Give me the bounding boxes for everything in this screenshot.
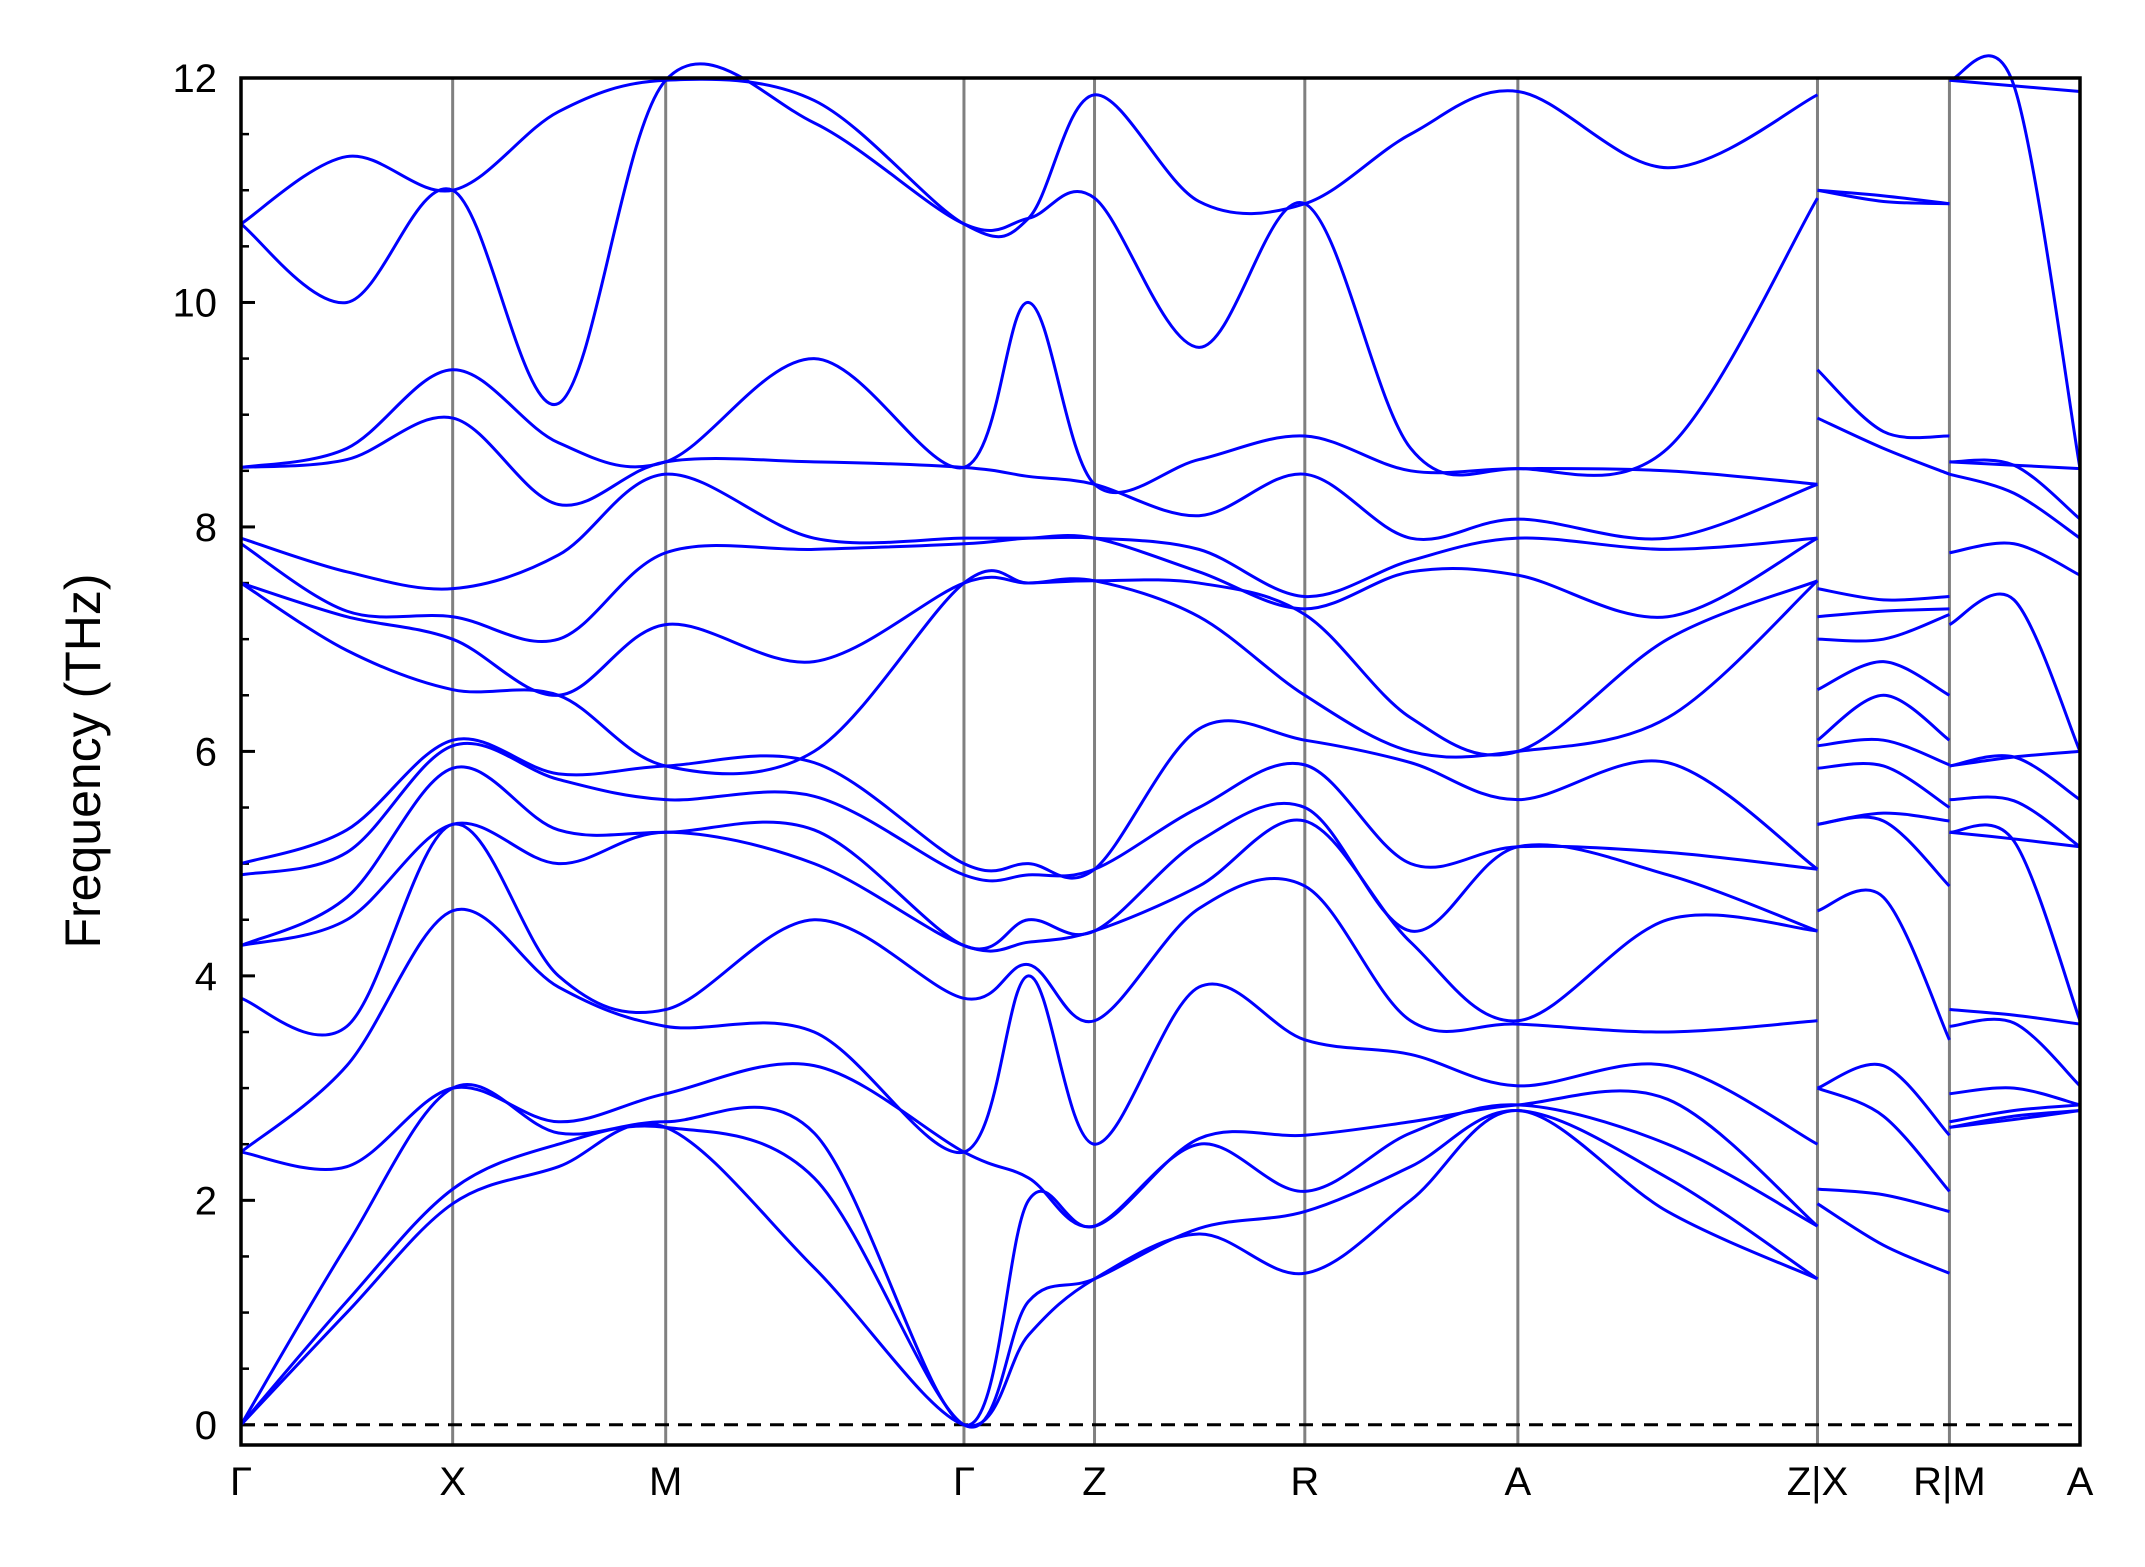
band-line (240, 762, 2081, 951)
x-tick-label: R|M (1913, 1460, 1986, 1504)
y-tick-label: 12 (173, 57, 218, 101)
y-tick-label: 10 (173, 281, 218, 325)
band-line (240, 569, 2081, 776)
band-line (240, 472, 2081, 602)
x-tick-label: Z|X (1787, 1460, 1849, 1504)
band-line (240, 737, 2081, 883)
band-line (240, 77, 2081, 239)
band-line (240, 811, 2082, 1023)
x-tick-label: A (1505, 1460, 1532, 1504)
x-tick-label: Z (1082, 1460, 1106, 1504)
band-line (240, 1062, 2081, 1229)
band-line (240, 300, 2081, 495)
x-tick-label: R (1290, 1460, 1319, 1504)
plot-frame (239, 76, 2082, 1447)
y-tick-label: 0 (195, 1404, 217, 1448)
x-tick-label: Γ (230, 1460, 252, 1504)
y-axis-label: Frequency (THz) (55, 573, 111, 948)
x-tick-label: X (439, 1460, 466, 1504)
y-tick-label: 4 (195, 955, 217, 999)
band-line (240, 533, 2081, 643)
band-line (239, 1109, 2081, 1429)
band-line (240, 575, 2082, 757)
x-tick-label: A (2067, 1460, 2094, 1504)
band-line (239, 1083, 2081, 1427)
band-line (240, 888, 2082, 1154)
x-tick-label: M (649, 1460, 682, 1504)
band-line (240, 415, 2081, 541)
x-tick-label: Γ (953, 1460, 975, 1504)
band-line (240, 693, 2081, 880)
y-tick-label: 6 (195, 730, 217, 774)
y-tick-label: 8 (195, 506, 217, 550)
y-tick-label: 2 (195, 1179, 217, 1223)
